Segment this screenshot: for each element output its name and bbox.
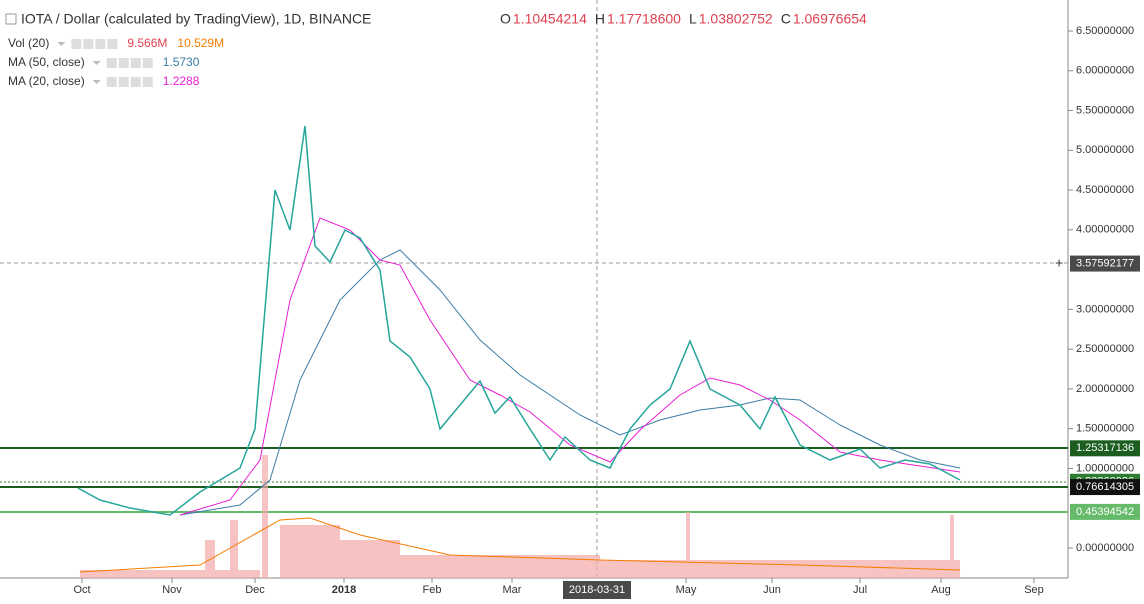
crosshair-date: 2018-03-31 — [569, 584, 625, 596]
price-tick-label: 5.00000000 — [1076, 144, 1134, 156]
price-label: 0.45394542 — [1076, 506, 1134, 518]
price-tick-label: 4.50000000 — [1076, 184, 1134, 196]
dropdown[interactable] — [92, 80, 101, 84]
indicator-button[interactable] — [95, 39, 106, 49]
ohlc-key: L — [689, 11, 697, 27]
indicator-button[interactable] — [118, 77, 129, 87]
time-tick-label: Feb — [423, 584, 442, 596]
price-label: 0.76614305 — [1076, 481, 1134, 493]
ohlc-value: 1.06976654 — [793, 11, 867, 27]
price-label-bg — [1070, 479, 1140, 496]
symbol-title: IOTA / Dollar (calculated by TradingView… — [21, 11, 371, 27]
ma-50 — [179, 249, 961, 516]
volume-bars — [80, 455, 960, 578]
price-label: 1.25317136 — [1076, 442, 1134, 454]
price-tick-label: 6.50000000 — [1076, 25, 1134, 37]
price-tick-label: 4.00000000 — [1076, 224, 1134, 236]
indicator-button[interactable] — [71, 39, 82, 49]
crosshair-date-bg — [563, 581, 631, 599]
indicator-button[interactable] — [107, 39, 118, 49]
ohlc-value: 1.17718600 — [607, 11, 681, 27]
time-tick-label: Jul — [853, 584, 867, 596]
price-tick-label: 1.00000000 — [1076, 462, 1134, 474]
indicator-button[interactable] — [130, 58, 141, 68]
price-series — [77, 125, 961, 516]
price-tick-label: 1.50000000 — [1076, 423, 1134, 435]
indicator-value: 1.5730 — [163, 55, 200, 69]
time-tick-label: Sep — [1024, 584, 1044, 596]
indicator-name: MA (50, close) — [8, 55, 85, 69]
ohlc-key: O — [500, 11, 511, 27]
indicator-button[interactable] — [106, 58, 117, 68]
time-tick-label: 2018 — [332, 584, 356, 596]
volume-ma — [79, 517, 961, 573]
collapse-icon[interactable] — [5, 13, 17, 25]
indicator-button[interactable] — [142, 77, 153, 87]
time-tick-label: Nov — [162, 584, 182, 596]
price-tick-label: 0.00000000 — [1076, 542, 1134, 554]
time-tick-label: May — [676, 584, 697, 596]
price-tick-label: 2.50000000 — [1076, 343, 1134, 355]
price-label-bg — [1070, 255, 1140, 272]
time-tick-label: Aug — [931, 584, 951, 596]
indicator-value: 9.566M — [127, 36, 167, 50]
ohlc-value: 1.10454214 — [513, 11, 587, 27]
indicator-name: MA (20, close) — [8, 74, 85, 88]
indicator-button[interactable] — [130, 77, 141, 87]
time-tick-label: Dec — [245, 584, 265, 596]
indicator-button[interactable] — [118, 58, 129, 68]
indicator-name: Vol (20) — [8, 36, 49, 50]
ohlc-key: H — [595, 11, 605, 27]
dropdown[interactable] — [92, 61, 101, 65]
time-tick-label: Oct — [73, 584, 90, 596]
price-label: 3.57592177 — [1076, 257, 1134, 269]
indicator-button[interactable] — [142, 58, 153, 68]
crosshair-plus: + — [1055, 254, 1063, 270]
ohlc-value: 1.03802752 — [699, 11, 773, 27]
indicator-value: 1.2288 — [163, 74, 200, 88]
price-tick-label: 3.00000000 — [1076, 303, 1134, 315]
price-tick-label: 6.00000000 — [1076, 65, 1134, 77]
indicator-value: 10.529M — [177, 36, 224, 50]
time-tick-label: Mar — [503, 584, 522, 596]
price-tick-label: 2.00000000 — [1076, 383, 1134, 395]
price-label-bg — [1070, 503, 1140, 520]
price-tick-label: 5.50000000 — [1076, 104, 1134, 116]
ohlc-key: C — [781, 11, 791, 27]
dropdown[interactable] — [57, 42, 66, 46]
indicator-button[interactable] — [83, 39, 94, 49]
price-label-bg — [1070, 440, 1140, 457]
time-tick-label: Jun — [763, 584, 781, 596]
indicator-button[interactable] — [106, 77, 117, 87]
